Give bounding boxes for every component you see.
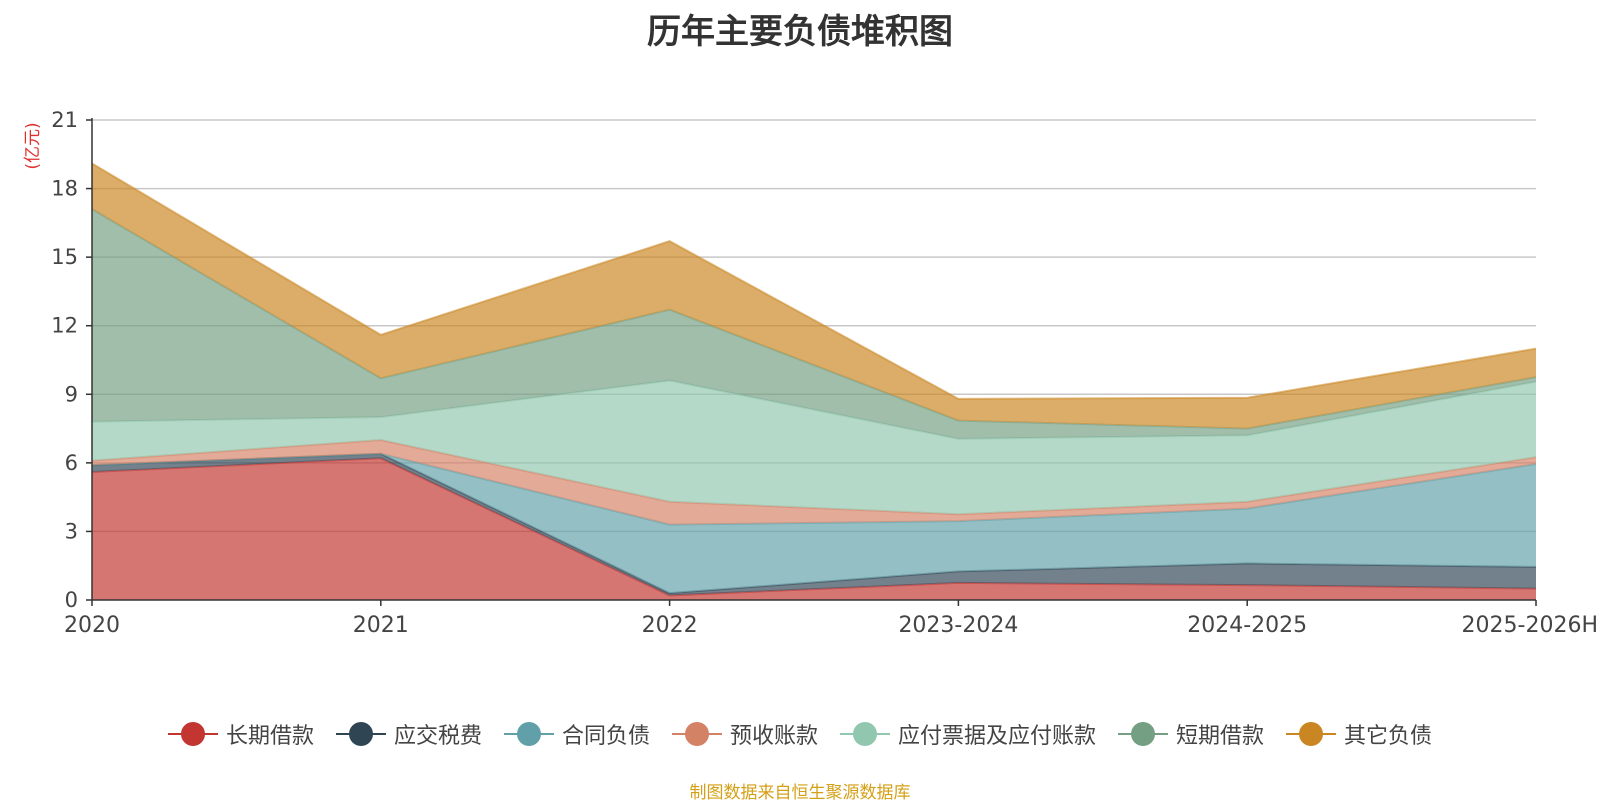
legend-marker-dot <box>1131 722 1156 746</box>
area-series-6 <box>92 209 1536 439</box>
y-axis-unit-label: (亿元) <box>23 122 43 169</box>
legend-marker-icon <box>503 722 554 746</box>
area-series-7 <box>92 163 1536 429</box>
legend-marker-dot <box>684 722 709 746</box>
y-tick-label: 9 <box>65 382 78 406</box>
y-tick-label: 18 <box>51 177 78 201</box>
series-line-7 <box>91 162 1537 400</box>
legend-marker-dot <box>516 722 541 746</box>
legend-label: 短期借款 <box>1176 724 1265 749</box>
chart-title: 历年主要负债堆积图 <box>647 12 953 52</box>
legend-item-3[interactable]: 合同负债 <box>503 718 650 750</box>
stacked-area-chart: 0 3 6 9 12 15 18 21 2020 2021 2022 2023-2024 2024-20… <box>23 108 1598 638</box>
legend-label: 预收账款 <box>729 724 818 749</box>
legend-marker-icon <box>671 722 722 746</box>
area-series-5 <box>92 380 1536 515</box>
x-tick-label: 2022 <box>642 613 698 638</box>
area-series-1 <box>92 458 1536 600</box>
legend-marker-dot <box>348 722 373 746</box>
legend-label: 合同负债 <box>561 724 650 749</box>
legend-marker-icon <box>1286 722 1337 746</box>
legend-label: 应交税费 <box>393 724 482 749</box>
legend-marker-icon <box>840 722 890 746</box>
y-tick-label: 12 <box>51 314 78 338</box>
legend-label: 长期借款 <box>225 724 314 749</box>
legend-marker-icon <box>167 722 218 746</box>
x-tick-label: 2024-2025 <box>1187 613 1307 638</box>
legend-label: 其它负债 <box>1344 724 1433 749</box>
y-tick-label: 6 <box>65 451 78 475</box>
y-tick-label: 15 <box>51 245 78 269</box>
legend-item-7[interactable]: 其它负债 <box>1286 718 1432 750</box>
area-series-4 <box>92 440 1536 525</box>
legend-marker-dot <box>853 722 877 746</box>
legend-item-6[interactable]: 短期借款 <box>1118 718 1264 750</box>
legend-label: 应付票据及应付账款 <box>898 724 1097 749</box>
legend-item-2[interactable]: 应交税费 <box>335 718 482 750</box>
legend: 长期借款 应交税费 合同负债 预收账款 应付票据及应付账款 短期借款 其它负债 <box>0 718 1600 750</box>
legend-item-4[interactable]: 预收账款 <box>671 718 818 750</box>
legend-item-1[interactable]: 长期借款 <box>167 718 314 750</box>
legend-marker-icon <box>1118 722 1169 746</box>
y-tick-label: 0 <box>65 588 78 612</box>
legend-marker-dot <box>180 722 205 746</box>
x-tick-label: 2023-2024 <box>898 613 1018 638</box>
legend-item-5[interactable]: 应付票据及应付账款 <box>840 718 1096 750</box>
y-tick-label: 21 <box>51 108 78 132</box>
legend-marker-dot <box>1299 722 1324 746</box>
y-tick-label: 3 <box>65 519 78 543</box>
legend-marker-icon <box>335 722 386 746</box>
data-source-note: 制图数据来自恒生聚源数据库 <box>689 783 911 803</box>
x-tick-label: 2021 <box>353 613 409 638</box>
series-line-1 <box>91 457 1537 597</box>
x-tick-label: 2025-2026H <box>1462 613 1598 638</box>
x-tick-label: 2020 <box>64 613 120 638</box>
